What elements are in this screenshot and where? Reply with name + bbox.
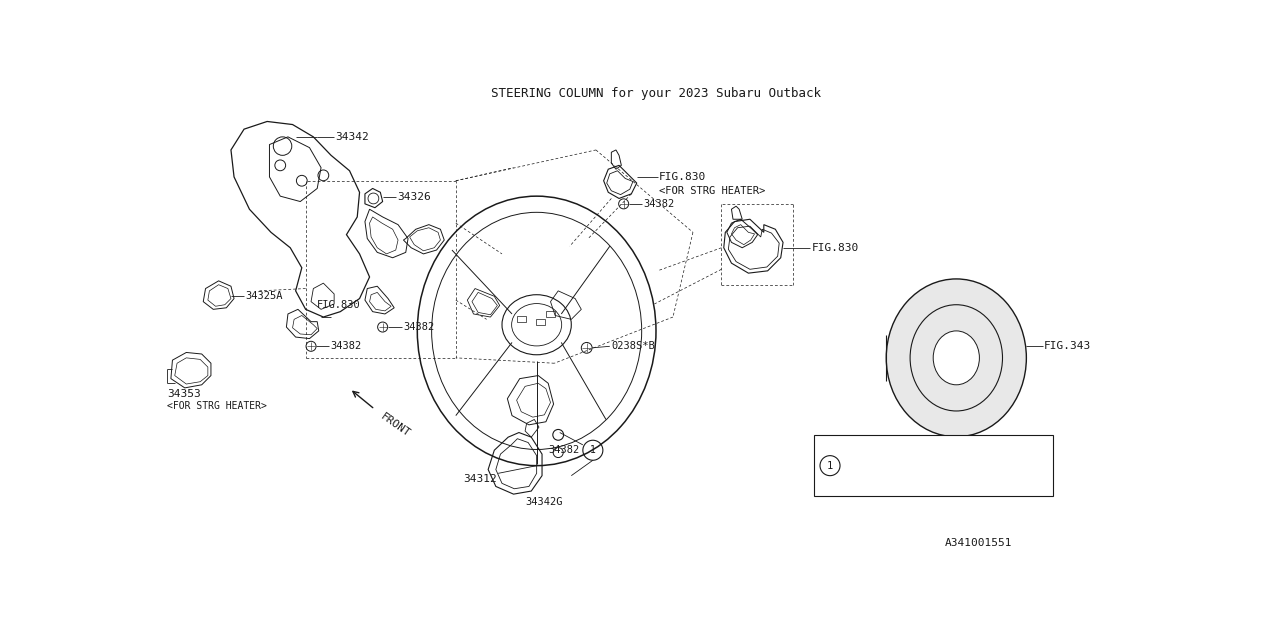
Text: 34342: 34342: [335, 132, 370, 142]
Text: 34382: 34382: [548, 445, 580, 455]
Text: 1: 1: [827, 461, 833, 470]
Text: 34382: 34382: [864, 476, 897, 486]
Text: 34382: 34382: [644, 199, 675, 209]
Text: STEERING COLUMN for your 2023 Subaru Outback: STEERING COLUMN for your 2023 Subaru Out…: [492, 87, 820, 100]
Text: 34326: 34326: [397, 192, 431, 202]
Text: FIG.830: FIG.830: [659, 172, 707, 182]
Text: 34353: 34353: [168, 389, 201, 399]
Text: 1: 1: [590, 445, 595, 455]
Text: 34312: 34312: [463, 474, 497, 484]
Text: 34325A: 34325A: [246, 291, 283, 301]
Bar: [814, 435, 1052, 497]
Text: 34382: 34382: [403, 322, 435, 332]
Text: FIG.830: FIG.830: [317, 300, 361, 310]
Text: <FOR STRG HEATER>: <FOR STRG HEATER>: [659, 186, 765, 196]
Ellipse shape: [886, 279, 1027, 436]
Text: FOR STRG HEATER: FOR STRG HEATER: [933, 445, 1034, 455]
Text: FIG.343: FIG.343: [1044, 341, 1092, 351]
Text: EXC. STRG HEATER: EXC. STRG HEATER: [931, 476, 1038, 486]
Text: 34382: 34382: [330, 341, 361, 351]
Text: A341001551: A341001551: [945, 538, 1012, 548]
Text: 34342G: 34342G: [525, 497, 563, 507]
Text: 34326: 34326: [864, 445, 897, 455]
Text: FIG.830: FIG.830: [812, 243, 859, 253]
Text: 0238S*B: 0238S*B: [612, 341, 655, 351]
Text: FRONT: FRONT: [379, 412, 412, 439]
Text: <FOR STRG HEATER>: <FOR STRG HEATER>: [168, 401, 268, 412]
Ellipse shape: [910, 305, 1002, 411]
Ellipse shape: [933, 331, 979, 385]
